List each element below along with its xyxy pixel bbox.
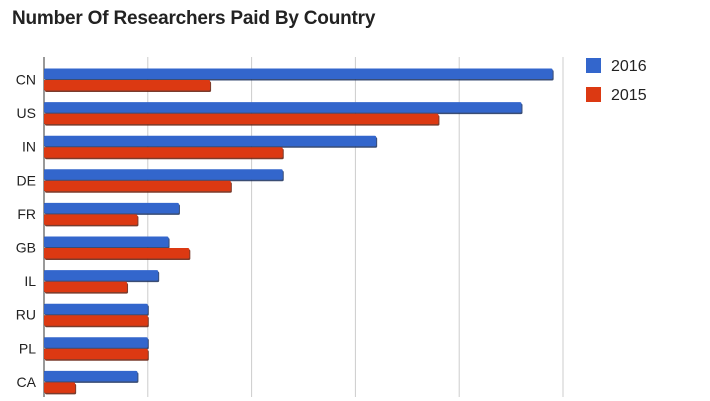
- bar-2015-IL: [44, 281, 128, 293]
- bar-2015-IN: [44, 147, 283, 158]
- category-label-CN: CN: [16, 72, 36, 88]
- category-label-CA: CA: [17, 374, 37, 390]
- category-label-PL: PL: [19, 340, 36, 356]
- legend[interactable]: 2016 2015: [586, 58, 647, 104]
- bar-2016-DE: [44, 169, 283, 180]
- category-labels: CN US IN DE FR GB IL RU PL CA: [16, 72, 37, 390]
- bar-2016-FR: [44, 202, 179, 214]
- bar-2015-PL: [44, 348, 148, 360]
- bar-2016-CA: [44, 370, 138, 382]
- bar-2015-DE: [44, 180, 231, 192]
- bar-2016-RU: [44, 303, 148, 315]
- legend-swatch-2015: [586, 87, 601, 102]
- bar-2016-US: [44, 102, 522, 113]
- bar-2015-FR: [44, 214, 138, 225]
- bar-2015-RU: [44, 315, 148, 326]
- bar-2015-US: [44, 113, 439, 125]
- bar-2015-CN: [44, 80, 211, 91]
- legend-swatch-2016: [586, 58, 601, 73]
- category-label-US: US: [17, 105, 36, 121]
- bar-2016-PL: [44, 337, 148, 348]
- bar-2016-CN: [44, 68, 553, 79]
- legend-label-2015: 2015: [611, 87, 647, 104]
- bars: [44, 68, 554, 395]
- chart-title: Number Of Researchers Paid By Country: [12, 8, 376, 29]
- bar-2016-GB: [44, 236, 169, 247]
- bar-2016-IL: [44, 270, 159, 281]
- category-label-DE: DE: [17, 172, 36, 188]
- bar-2015-CA: [44, 382, 76, 393]
- category-label-IN: IN: [22, 139, 36, 155]
- bar-2015-GB: [44, 248, 190, 259]
- legend-label-2016: 2016: [611, 58, 647, 75]
- category-label-RU: RU: [16, 307, 36, 323]
- category-label-FR: FR: [17, 206, 36, 222]
- category-label-GB: GB: [16, 240, 36, 256]
- bar-2016-IN: [44, 135, 377, 147]
- category-label-IL: IL: [24, 273, 36, 289]
